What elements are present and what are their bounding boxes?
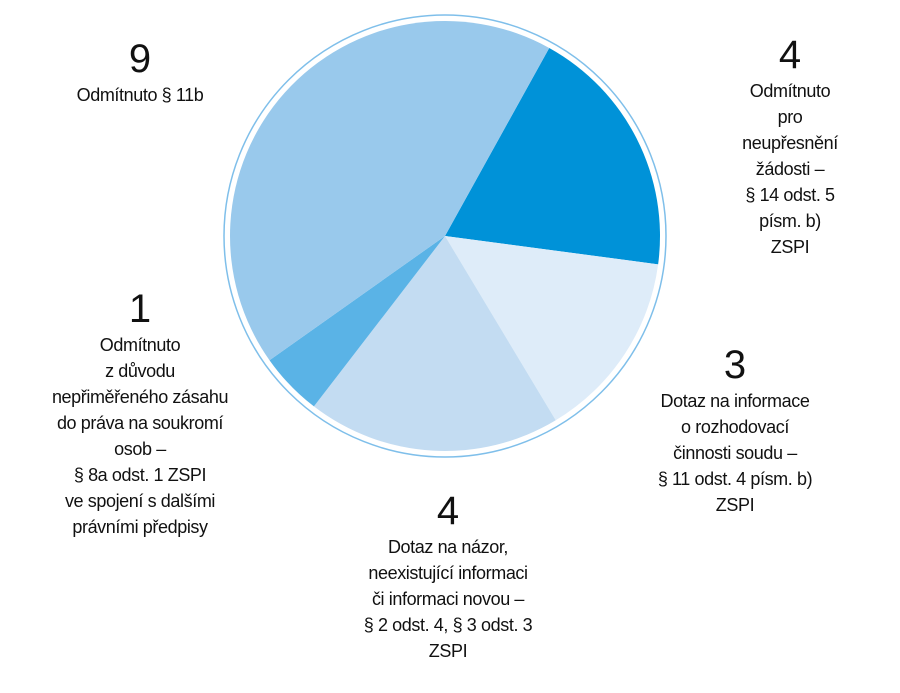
pie-slice: [313, 236, 556, 451]
pie-slice: [269, 236, 445, 407]
pie-slice: [445, 47, 660, 265]
outer-ring: [223, 14, 667, 458]
slice-label: 4 Dotaz na názor, neexistující informaci …: [364, 488, 533, 664]
slice-label: 4 Odmítnuto pro neupřesnění žádosti – § 1…: [735, 32, 845, 260]
slice-value: 4: [778, 33, 802, 77]
slice-label: 1 Odmítnuto z důvodu nepřiměřeného zásahu…: [51, 286, 229, 540]
slice-category: Dotaz na informace o rozhodovací činnost…: [657, 391, 813, 515]
slice-value: 9: [128, 37, 152, 81]
slice-value: 3: [723, 343, 747, 387]
slice-category: Odmítnuto pro neupřesnění žádosti – § 14…: [742, 81, 838, 257]
slice-value: 4: [436, 489, 460, 533]
pie-slice: [445, 236, 659, 421]
slice-label: 3 Dotaz na informace o rozhodovací činnos…: [657, 342, 813, 518]
slice-value: 1: [128, 287, 152, 331]
slice-category: Dotaz na názor, neexistující informaci č…: [363, 537, 533, 661]
slice-label: 9 Odmítnuto § 11b: [77, 36, 204, 108]
slice-category: Odmítnuto § 11b: [76, 85, 204, 105]
pie-slice: [229, 20, 550, 361]
slice-category: Odmítnuto z důvodu nepřiměřeného zásahu …: [51, 335, 229, 537]
